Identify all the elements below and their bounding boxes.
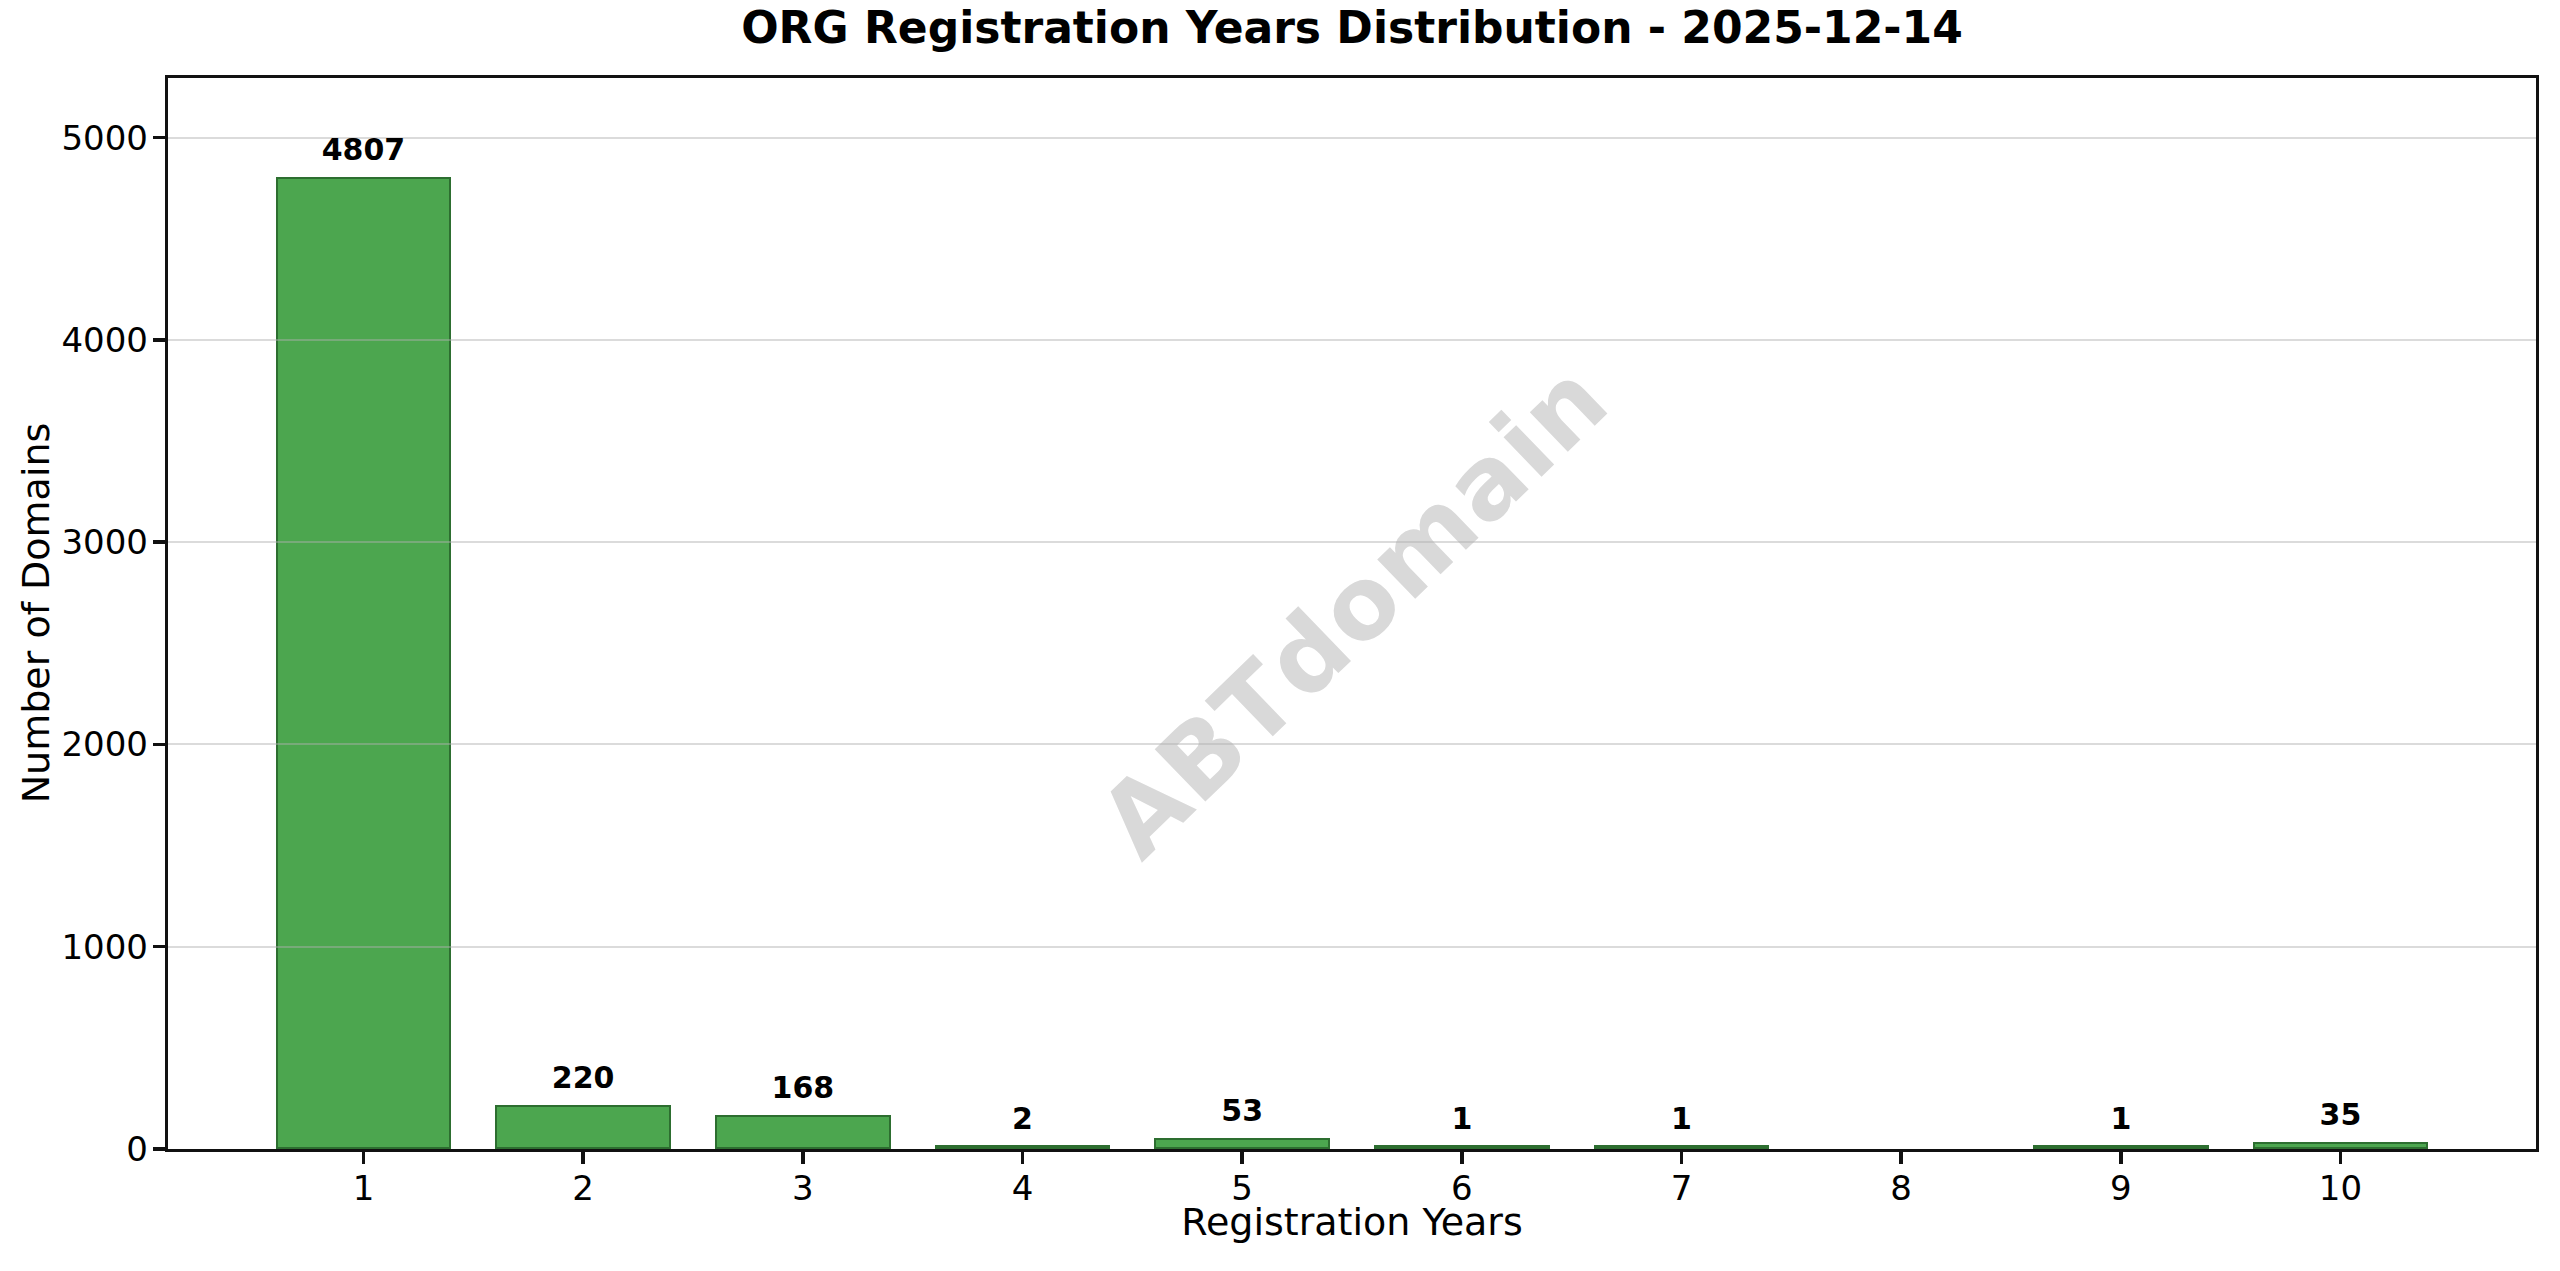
y-tick-mark	[153, 338, 165, 342]
gridline	[168, 541, 2536, 543]
bar-value-label: 2	[1012, 1101, 1033, 1136]
y-tick-label: 1000	[61, 927, 148, 967]
x-tick-mark	[2339, 1152, 2343, 1164]
bar	[1374, 1145, 1550, 1149]
y-tick-mark	[153, 136, 165, 140]
bar	[2033, 1145, 2209, 1149]
y-tick-mark	[153, 540, 165, 544]
x-tick-label: 5	[1231, 1168, 1253, 1208]
x-tick-mark	[1680, 1152, 1684, 1164]
x-tick-label: 7	[1671, 1168, 1693, 1208]
bar	[2253, 1142, 2429, 1149]
x-tick-label: 10	[2319, 1168, 2362, 1208]
x-tick-mark	[1240, 1152, 1244, 1164]
gridline	[168, 743, 2536, 745]
bar	[1154, 1138, 1330, 1149]
x-tick-mark	[1899, 1152, 1903, 1164]
y-axis-label: Number of Domains	[14, 423, 58, 804]
x-tick-label: 3	[792, 1168, 814, 1208]
y-tick-mark	[153, 1147, 165, 1151]
bar-value-label: 1	[1451, 1101, 1472, 1136]
y-tick-label: 3000	[61, 522, 148, 562]
bar-value-label: 35	[2320, 1097, 2362, 1132]
x-tick-label: 6	[1451, 1168, 1473, 1208]
y-tick-label: 0	[126, 1129, 148, 1169]
gridline	[168, 339, 2536, 341]
x-tick-mark	[1021, 1152, 1025, 1164]
y-tick-label: 5000	[61, 118, 148, 158]
y-tick-mark	[153, 945, 165, 949]
bar	[495, 1105, 671, 1149]
y-tick-mark	[153, 743, 165, 747]
bar-value-label: 1	[1671, 1101, 1692, 1136]
bar-value-label: 1	[2110, 1101, 2131, 1136]
x-tick-label: 8	[1890, 1168, 1912, 1208]
bar	[1594, 1145, 1770, 1149]
bar	[935, 1145, 1111, 1149]
x-tick-label: 2	[572, 1168, 594, 1208]
bar-value-label: 168	[772, 1070, 835, 1105]
y-tick-label: 4000	[61, 320, 148, 360]
x-tick-label: 9	[2110, 1168, 2132, 1208]
x-tick-mark	[1460, 1152, 1464, 1164]
bar	[715, 1115, 891, 1149]
y-tick-label: 2000	[61, 724, 148, 764]
bar-value-label: 4807	[322, 132, 406, 167]
x-tick-mark	[581, 1152, 585, 1164]
x-tick-mark	[362, 1152, 366, 1164]
gridline	[168, 137, 2536, 139]
bar	[276, 177, 452, 1149]
x-tick-mark	[2119, 1152, 2123, 1164]
bar-chart-figure: ORG Registration Years Distribution - 20…	[0, 0, 2560, 1271]
x-tick-label: 4	[1012, 1168, 1034, 1208]
x-tick-label: 1	[353, 1168, 375, 1208]
gridline	[168, 946, 2536, 948]
bar-value-label: 220	[552, 1060, 615, 1095]
x-tick-mark	[801, 1152, 805, 1164]
chart-title: ORG Registration Years Distribution - 20…	[741, 2, 1963, 53]
bar-value-label: 53	[1221, 1093, 1263, 1128]
